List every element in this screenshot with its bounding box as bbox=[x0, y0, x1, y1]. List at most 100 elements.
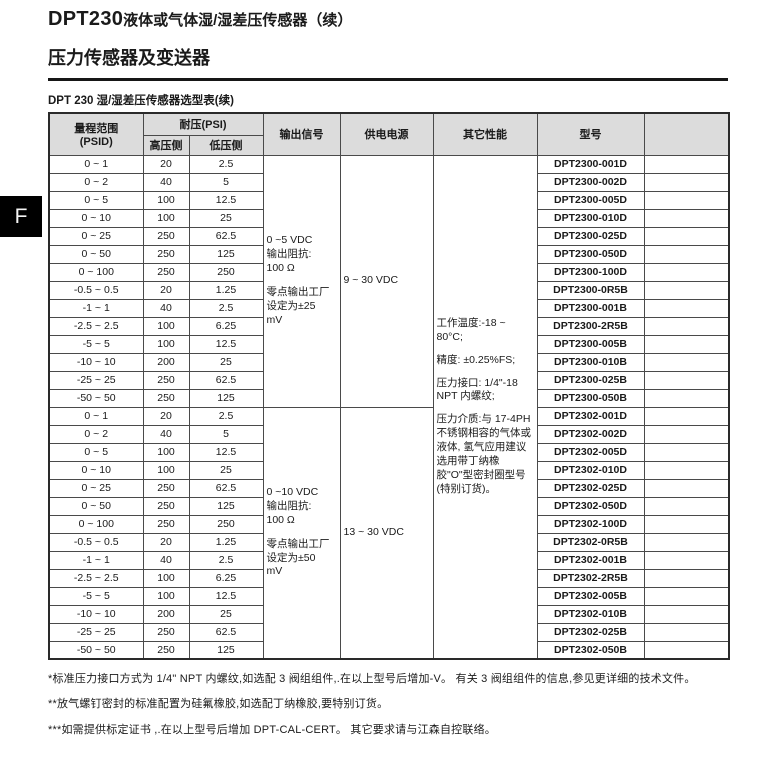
table-row: -2.5 ~ 2.5 100 6.25 DPT2302-2R5B bbox=[48, 568, 730, 588]
high-side-cell: 250 bbox=[142, 514, 190, 534]
model-cell: DPT2302-005D bbox=[536, 442, 645, 462]
low-side-cell: 2.5 bbox=[188, 550, 264, 570]
col-header-low-side: 低压侧 bbox=[188, 134, 264, 156]
order-cell-empty bbox=[643, 568, 730, 588]
high-side-cell: 100 bbox=[142, 190, 190, 210]
order-cell-empty bbox=[643, 586, 730, 606]
model-cell: DPT2302-010B bbox=[536, 604, 645, 624]
range-cell: -2.5 ~ 2.5 bbox=[48, 316, 144, 336]
low-side-cell: 62.5 bbox=[188, 478, 264, 498]
high-side-cell: 100 bbox=[142, 586, 190, 606]
range-cell: -10 ~ 10 bbox=[48, 352, 144, 372]
high-side-cell: 100 bbox=[142, 316, 190, 336]
low-side-cell: 62.5 bbox=[188, 622, 264, 642]
order-cell-empty bbox=[643, 514, 730, 534]
model-cell: DPT2300-025D bbox=[536, 226, 645, 246]
range-cell: -50 ~ 50 bbox=[48, 640, 144, 660]
page-title-text: 液体或气体湿/湿差压传感器（续） bbox=[123, 12, 353, 29]
power-supply-cell: 9 ~ 30 VDC bbox=[339, 154, 434, 408]
page-subtitle: 压力传感器及变送器 bbox=[48, 48, 210, 68]
selection-table: 量程范围 (PSID) 耐压(PSI) 输出信号 供电电源 其它性能 型号 高压… bbox=[48, 112, 730, 660]
order-cell-empty bbox=[643, 622, 730, 642]
model-cell: DPT2300-002D bbox=[536, 172, 645, 192]
col-header-high-side: 高压侧 bbox=[142, 134, 190, 156]
table-row: -10 ~ 10 200 25 DPT2300-010B bbox=[48, 352, 730, 372]
low-side-cell: 62.5 bbox=[188, 226, 264, 246]
range-cell: -5 ~ 5 bbox=[48, 586, 144, 606]
high-side-cell: 40 bbox=[142, 298, 190, 318]
range-cell: 0 ~ 50 bbox=[48, 244, 144, 264]
order-cell-empty bbox=[643, 316, 730, 336]
high-side-cell: 100 bbox=[142, 442, 190, 462]
low-side-cell: 2.5 bbox=[188, 298, 264, 318]
high-side-cell: 250 bbox=[142, 496, 190, 516]
col-header-blank bbox=[643, 112, 730, 156]
range-cell: -0.5 ~ 0.5 bbox=[48, 532, 144, 552]
table-row: 0 ~ 1 20 2.5 0 ~10 VDC 输出阻抗: 100 Ω 零点输出工厂 设定… bbox=[48, 406, 730, 660]
col-header-range-line2: (PSID) bbox=[79, 136, 113, 149]
model-cell: DPT2300-010D bbox=[536, 208, 645, 228]
table-row: 0 ~ 5 100 12.5 DPT2300-005D bbox=[48, 190, 730, 210]
table-row: -5 ~ 5 100 12.5 DPT2302-005B bbox=[48, 586, 730, 606]
power-supply-cell: 13 ~ 30 VDC bbox=[339, 406, 434, 660]
output-signal-text: 0 ~5 VDC 输出阻抗: 100 Ω bbox=[266, 234, 313, 275]
table-row: 0 ~ 100 250 250 DPT2302-100D bbox=[48, 514, 730, 534]
other-performance-text: 精度: ±0.25%FS; bbox=[436, 353, 516, 366]
model-cell: DPT2302-001B bbox=[536, 550, 645, 570]
page-title-model: DPT230 bbox=[48, 8, 124, 30]
range-cell: 0 ~ 10 bbox=[48, 208, 144, 228]
model-cell: DPT2302-050D bbox=[536, 496, 645, 516]
order-cell-empty bbox=[643, 532, 730, 552]
model-cell: DPT2302-002D bbox=[536, 424, 645, 444]
high-side-cell: 250 bbox=[142, 622, 190, 642]
range-cell: 0 ~ 5 bbox=[48, 442, 144, 462]
col-header-other: 其它性能 bbox=[432, 112, 538, 156]
low-side-cell: 62.5 bbox=[188, 370, 264, 390]
table-row: -0.5 ~ 0.5 20 1.25 DPT2300-0R5B bbox=[48, 280, 730, 300]
high-side-cell: 250 bbox=[142, 244, 190, 264]
output-signal-text: 零点输出工厂 设定为±50 mV bbox=[266, 537, 330, 578]
low-side-cell: 250 bbox=[188, 262, 264, 282]
table-row: -2.5 ~ 2.5 100 6.25 DPT2300-2R5B bbox=[48, 316, 730, 336]
high-side-cell: 250 bbox=[142, 370, 190, 390]
order-cell-empty bbox=[643, 406, 730, 426]
low-side-cell: 5 bbox=[188, 172, 264, 192]
footnote-1: *标准压力接口方式为 1/4" NPT 内螺纹,如选配 3 阀组组件,.在以上型… bbox=[48, 673, 696, 685]
range-cell: -25 ~ 25 bbox=[48, 370, 144, 390]
model-cell: DPT2300-2R5B bbox=[536, 316, 645, 336]
col-header-output: 输出信号 bbox=[262, 112, 341, 156]
table-row: 0 ~ 25 250 62.5 DPT2302-025D bbox=[48, 478, 730, 498]
high-side-cell: 100 bbox=[142, 208, 190, 228]
order-cell-empty bbox=[643, 154, 730, 174]
high-side-cell: 250 bbox=[142, 262, 190, 282]
order-cell-empty bbox=[643, 640, 730, 660]
low-side-cell: 2.5 bbox=[188, 406, 264, 426]
order-cell-empty bbox=[643, 442, 730, 462]
other-performance-text: 工作温度:-18 ~ 80°C; bbox=[436, 317, 506, 343]
order-cell-empty bbox=[643, 424, 730, 444]
range-cell: 0 ~ 100 bbox=[48, 514, 144, 534]
range-cell: 0 ~ 5 bbox=[48, 190, 144, 210]
order-cell-empty bbox=[643, 370, 730, 390]
order-cell-empty bbox=[643, 208, 730, 228]
model-cell: DPT2302-025B bbox=[536, 622, 645, 642]
order-cell-empty bbox=[643, 478, 730, 498]
low-side-cell: 1.25 bbox=[188, 280, 264, 300]
high-side-cell: 200 bbox=[142, 604, 190, 624]
table-header: 量程范围 (PSID) 耐压(PSI) 输出信号 供电电源 其它性能 型号 高压… bbox=[48, 112, 730, 156]
footnote-2: **放气螺钉密封的标准配置为硅氟橡胶,如选配丁纳橡胶,要特别订货。 bbox=[48, 698, 389, 711]
low-side-cell: 12.5 bbox=[188, 334, 264, 354]
table-body: 0 ~ 1 20 2.5 0 ~5 VDC 输出阻抗: 100 Ω 零点输出工厂 设定为… bbox=[48, 154, 730, 660]
table-row: -50 ~ 50 250 125 DPT2302-050B bbox=[48, 640, 730, 660]
output-signal-cell: 0 ~10 VDC 输出阻抗: 100 Ω 零点输出工厂 设定为±50 mV bbox=[262, 406, 341, 660]
range-cell: 0 ~ 10 bbox=[48, 460, 144, 480]
high-side-cell: 100 bbox=[142, 334, 190, 354]
table-row: 0 ~ 25 250 62.5 DPT2300-025D bbox=[48, 226, 730, 246]
low-side-cell: 250 bbox=[188, 514, 264, 534]
low-side-cell: 125 bbox=[188, 388, 264, 408]
order-cell-empty bbox=[643, 172, 730, 192]
model-cell: DPT2300-001D bbox=[536, 154, 645, 174]
col-header-range-line1: 量程范围 bbox=[74, 123, 119, 136]
table-row: -25 ~ 25 250 62.5 DPT2302-025B bbox=[48, 622, 730, 642]
low-side-cell: 125 bbox=[188, 496, 264, 516]
